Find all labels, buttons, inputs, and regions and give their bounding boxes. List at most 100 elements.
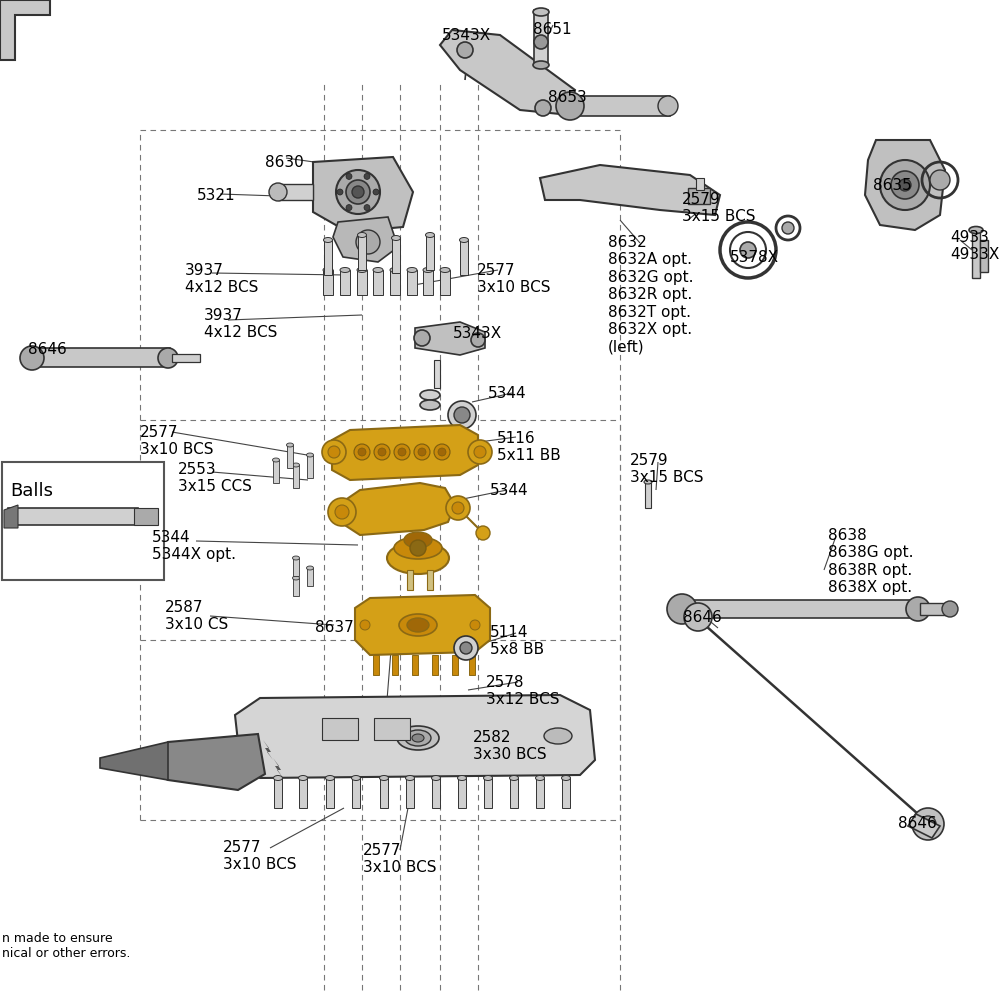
Circle shape: [782, 222, 794, 234]
Circle shape: [930, 170, 950, 190]
Polygon shape: [406, 778, 414, 808]
Ellipse shape: [460, 237, 468, 242]
Polygon shape: [307, 568, 313, 586]
Ellipse shape: [562, 776, 570, 780]
Text: 2579
3x15 BCS: 2579 3x15 BCS: [682, 192, 756, 224]
Circle shape: [374, 444, 390, 460]
Ellipse shape: [510, 776, 518, 780]
Ellipse shape: [306, 453, 314, 457]
Circle shape: [414, 444, 430, 460]
Polygon shape: [427, 570, 433, 590]
Ellipse shape: [352, 776, 360, 780]
Bar: [2, 462, 164, 580]
Ellipse shape: [544, 728, 572, 744]
Ellipse shape: [536, 776, 544, 780]
Text: 3937
4x12 BCS: 3937 4x12 BCS: [204, 308, 277, 340]
Polygon shape: [307, 455, 313, 478]
Ellipse shape: [484, 776, 492, 780]
Circle shape: [322, 440, 346, 464]
Polygon shape: [920, 603, 950, 615]
Ellipse shape: [397, 726, 439, 750]
Ellipse shape: [324, 237, 332, 242]
Text: 8638
8638G opt.
8638R opt.
8638X opt.: 8638 8638G opt. 8638R opt. 8638X opt.: [828, 528, 914, 595]
Circle shape: [414, 330, 430, 346]
Bar: [688, 188, 710, 204]
Polygon shape: [562, 778, 570, 808]
Text: 8646: 8646: [898, 816, 937, 831]
Ellipse shape: [394, 537, 442, 559]
Circle shape: [452, 502, 464, 514]
Polygon shape: [680, 600, 920, 618]
Polygon shape: [30, 348, 170, 367]
Circle shape: [906, 597, 930, 621]
Polygon shape: [534, 10, 548, 65]
Polygon shape: [293, 578, 299, 596]
Ellipse shape: [272, 458, 280, 462]
Polygon shape: [423, 270, 433, 295]
Text: 5344: 5344: [490, 483, 529, 498]
Polygon shape: [570, 96, 670, 116]
Polygon shape: [440, 30, 575, 115]
Circle shape: [356, 230, 380, 254]
Circle shape: [373, 189, 379, 195]
Circle shape: [20, 346, 44, 370]
Polygon shape: [333, 217, 398, 262]
Polygon shape: [415, 322, 485, 355]
Polygon shape: [484, 778, 492, 808]
Ellipse shape: [387, 542, 449, 574]
Polygon shape: [392, 655, 398, 675]
Text: 5321: 5321: [197, 188, 236, 203]
Polygon shape: [273, 758, 283, 778]
Text: 5344: 5344: [488, 386, 527, 401]
Ellipse shape: [407, 267, 417, 272]
Polygon shape: [172, 354, 200, 362]
Polygon shape: [458, 778, 466, 808]
Polygon shape: [390, 270, 400, 295]
Polygon shape: [323, 270, 333, 295]
Ellipse shape: [412, 734, 424, 742]
Polygon shape: [452, 655, 458, 675]
Ellipse shape: [357, 267, 367, 272]
Text: 2578
3x12 BCS: 2578 3x12 BCS: [486, 675, 560, 707]
Circle shape: [448, 401, 476, 429]
Ellipse shape: [399, 614, 437, 636]
Polygon shape: [338, 483, 455, 535]
Circle shape: [346, 180, 370, 204]
Polygon shape: [273, 460, 279, 483]
Ellipse shape: [404, 532, 432, 548]
Circle shape: [684, 603, 712, 631]
Text: 5344
5344X opt.: 5344 5344X opt.: [152, 530, 236, 562]
Ellipse shape: [458, 776, 466, 780]
Ellipse shape: [426, 232, 434, 237]
Bar: [322, 718, 358, 740]
Text: 3937
4x12 BCS: 3937 4x12 BCS: [185, 263, 258, 295]
Circle shape: [454, 407, 470, 423]
Ellipse shape: [292, 576, 300, 580]
Circle shape: [534, 35, 548, 49]
Ellipse shape: [326, 776, 334, 780]
Polygon shape: [293, 465, 299, 488]
Polygon shape: [0, 0, 50, 60]
Ellipse shape: [274, 776, 283, 780]
Circle shape: [535, 100, 551, 116]
Text: 8630: 8630: [265, 155, 304, 170]
Circle shape: [418, 448, 426, 456]
Circle shape: [352, 186, 364, 198]
Circle shape: [398, 448, 406, 456]
Text: 2587
3x10 CS: 2587 3x10 CS: [165, 600, 228, 632]
Text: 8646: 8646: [28, 342, 67, 357]
Circle shape: [454, 636, 478, 660]
Circle shape: [658, 96, 678, 116]
Polygon shape: [332, 425, 478, 480]
Polygon shape: [426, 235, 434, 270]
Text: 8635: 8635: [873, 178, 912, 193]
Text: 5343X: 5343X: [453, 326, 502, 341]
Polygon shape: [8, 508, 138, 525]
Text: 5116
5x11 BB: 5116 5x11 BB: [497, 431, 561, 463]
Polygon shape: [469, 655, 475, 675]
Circle shape: [364, 205, 370, 211]
Circle shape: [410, 540, 426, 556]
Polygon shape: [440, 270, 450, 295]
Polygon shape: [324, 240, 332, 275]
Polygon shape: [235, 695, 595, 778]
